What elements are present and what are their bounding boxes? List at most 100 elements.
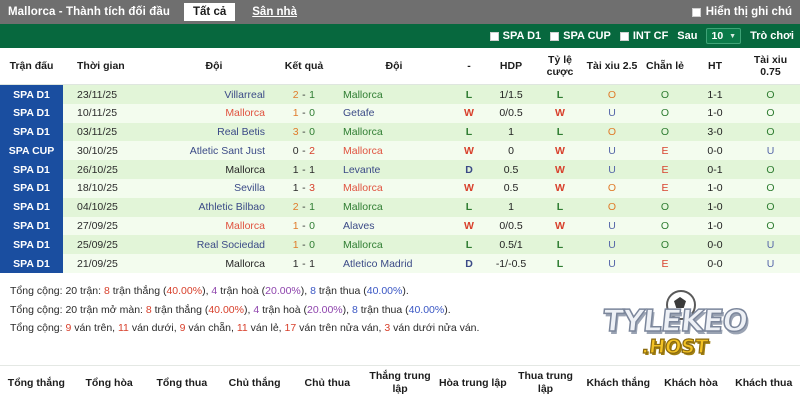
score-separator: - <box>298 201 310 214</box>
filter-spa-d1[interactable]: SPA D1 <box>489 30 541 42</box>
checkbox-icon[interactable] <box>489 31 499 41</box>
summary-3-under-half: 3 <box>384 322 391 335</box>
table-row[interactable]: SPA D1 04/10/25 Athletic Bilbao 2 - 1 Mallor… <box>0 197 800 217</box>
cell-away-team[interactable]: Mallorca <box>335 122 453 142</box>
table-row[interactable]: SPA CUP 30/10/25 Atletic Sant Just 0 - 2 Mal… <box>0 141 800 161</box>
tab-list: Tất cả Sân nhà <box>184 3 306 21</box>
after-label: Sau <box>677 30 698 42</box>
table-row[interactable]: SPA D1 25/09/25 Real Sociedad 1 - 0 Mallorca… <box>0 235 800 255</box>
cell-hdp: 1/1.5 <box>485 84 537 104</box>
cell-odd-even: E <box>641 254 689 273</box>
cell-ht: 1-1 <box>689 84 741 104</box>
table-row[interactable]: SPA D1 23/11/25 Villarreal 2 - 1 Mallorca L 1/… <box>0 84 800 104</box>
col-over-under-075[interactable]: Tài xiu 0.75 <box>741 48 800 86</box>
filter-controls: SPA D1 SPA CUP INT CF Sau 10 ▼ Trò chơi <box>489 28 794 44</box>
summary-3-text-4: ván chẵn, <box>185 322 237 335</box>
show-note-toggle[interactable]: Hiển thị ghi chú <box>691 6 792 18</box>
tab-all[interactable]: Tất cả <box>184 3 236 21</box>
cell-score: 1 - 0 <box>273 103 335 123</box>
cell-home-team[interactable]: Mallorca <box>155 103 273 123</box>
table-row[interactable]: SPA D1 03/11/25 Real Betis 3 - 0 Mallorca L 1 L… <box>0 122 800 142</box>
col-ht[interactable]: HT <box>689 48 741 86</box>
cell-date: 30/10/25 <box>63 141 155 161</box>
table-header-row: Trận đấu Thời gian Đội Kết quả Đội - HDP… <box>0 48 800 86</box>
checkbox-icon[interactable] <box>691 7 701 17</box>
table-row[interactable]: SPA D1 18/10/25 Sevilla 1 - 3 Mallorca W 0.5 W O… <box>0 179 800 198</box>
col-away-team[interactable]: Đội <box>335 48 453 86</box>
cell-over-under-075: O <box>741 197 800 217</box>
checkbox-icon[interactable] <box>550 31 560 41</box>
summary-3-odd: 11 <box>236 322 248 335</box>
table-row[interactable]: SPA D1 21/09/25 Mallorca 1 - 1 Atletico Madr… <box>0 254 800 273</box>
cell-date: 03/11/25 <box>63 122 155 142</box>
col-time[interactable]: Thời gian <box>63 48 155 86</box>
match-count-select[interactable]: 10 ▼ <box>706 28 742 44</box>
summary-1-draw-pct: 20.00% <box>265 284 301 297</box>
games-label: Trò chơi <box>750 30 794 42</box>
cell-over-under-075: O <box>741 160 800 180</box>
away-score: 1 <box>309 88 316 101</box>
summary-2-wins: 8 <box>145 303 152 316</box>
cell-away-team[interactable]: Alaves <box>335 216 453 236</box>
summary-3-text-6: ván trên nửa ván, <box>296 322 385 335</box>
cell-league: SPA D1 <box>0 216 63 236</box>
cell-home-team[interactable]: Mallorca <box>155 254 273 273</box>
home-score: 1 <box>292 182 299 195</box>
home-score: 3 <box>292 126 299 139</box>
footer-stat-9: Khách hòa <box>664 376 718 389</box>
cell-date: 27/09/25 <box>63 216 155 236</box>
cell-over-under-25: U <box>583 254 641 273</box>
cell-away-team[interactable]: Atletico Madrid <box>335 254 453 273</box>
col-hdp[interactable]: HDP <box>485 48 537 86</box>
cell-league: SPA D1 <box>0 122 63 142</box>
home-score: 1 <box>292 107 299 120</box>
score-separator: - <box>298 238 310 251</box>
footer-stat-10: Khách thua <box>735 376 793 389</box>
col-odd-even[interactable]: Chẵn lẻ <box>641 48 689 86</box>
page-title: Mallorca - Thành tích đối đầu <box>8 6 170 18</box>
cell-home-team[interactable]: Mallorca <box>155 160 273 180</box>
checkbox-icon[interactable] <box>619 31 629 41</box>
cell-score: 2 - 1 <box>273 84 335 104</box>
cell-away-team[interactable]: Mallorca <box>335 197 453 217</box>
summary-1-text-2: trận thắng ( <box>109 284 167 297</box>
summary-line-1: Tổng cộng: 20 trận: 8 trận thắng (40.00%… <box>10 282 790 301</box>
cell-away-team[interactable]: Levante <box>335 160 453 180</box>
table-row[interactable]: SPA D1 10/11/25 Mallorca 1 - 0 Getafe W 0/0.5 W… <box>0 103 800 123</box>
cell-home-team[interactable]: Atletic Sant Just <box>155 141 273 161</box>
filter-int-cf[interactable]: INT CF <box>619 30 669 42</box>
col-dash[interactable]: - <box>453 48 485 86</box>
col-over-under-25[interactable]: Tài xiu 2.5 <box>583 48 641 86</box>
away-score: 1 <box>309 163 316 176</box>
cell-home-team[interactable]: Real Sociedad <box>155 235 273 255</box>
col-home-team[interactable]: Đội <box>155 48 273 86</box>
summary-1-text-6: trận thua ( <box>315 284 367 297</box>
cell-away-team[interactable]: Mallorca <box>335 84 453 104</box>
table-row[interactable]: SPA D1 26/10/25 Mallorca 1 - 1 Levante D 0.5 W U… <box>0 160 800 180</box>
filter-int-cf-label: INT CF <box>632 30 669 42</box>
cell-ht: 0-0 <box>689 141 741 161</box>
away-score: 1 <box>309 201 316 214</box>
col-result[interactable]: Kết quả <box>273 48 335 86</box>
home-score: 1 <box>292 257 299 270</box>
col-odds[interactable]: Tỷ lệ cược <box>537 48 583 86</box>
cell-home-team[interactable]: Real Betis <box>155 122 273 142</box>
cell-away-team[interactable]: Mallorca <box>335 141 453 161</box>
table-row[interactable]: SPA D1 27/09/25 Mallorca 1 - 0 Alaves W 0/0.5 W… <box>0 216 800 236</box>
cell-home-team[interactable]: Athletic Bilbao <box>155 197 273 217</box>
cell-result: W <box>453 216 485 236</box>
tab-home-ground[interactable]: Sân nhà <box>252 6 297 18</box>
cell-odd-even: O <box>641 216 689 236</box>
cell-home-team[interactable]: Villarreal <box>155 84 273 104</box>
col-league[interactable]: Trận đấu <box>0 48 63 86</box>
cell-home-team[interactable]: Sevilla <box>155 179 273 198</box>
summary-1-text-3: ), <box>202 284 212 297</box>
cell-home-team[interactable]: Mallorca <box>155 216 273 236</box>
cell-ht: 1-0 <box>689 216 741 236</box>
filter-spa-cup[interactable]: SPA CUP <box>550 30 611 42</box>
cell-away-team[interactable]: Mallorca <box>335 235 453 255</box>
chevron-down-icon[interactable]: ▼ <box>729 32 737 40</box>
cell-result: W <box>453 141 485 161</box>
cell-away-team[interactable]: Mallorca <box>335 179 453 198</box>
cell-away-team[interactable]: Getafe <box>335 103 453 123</box>
